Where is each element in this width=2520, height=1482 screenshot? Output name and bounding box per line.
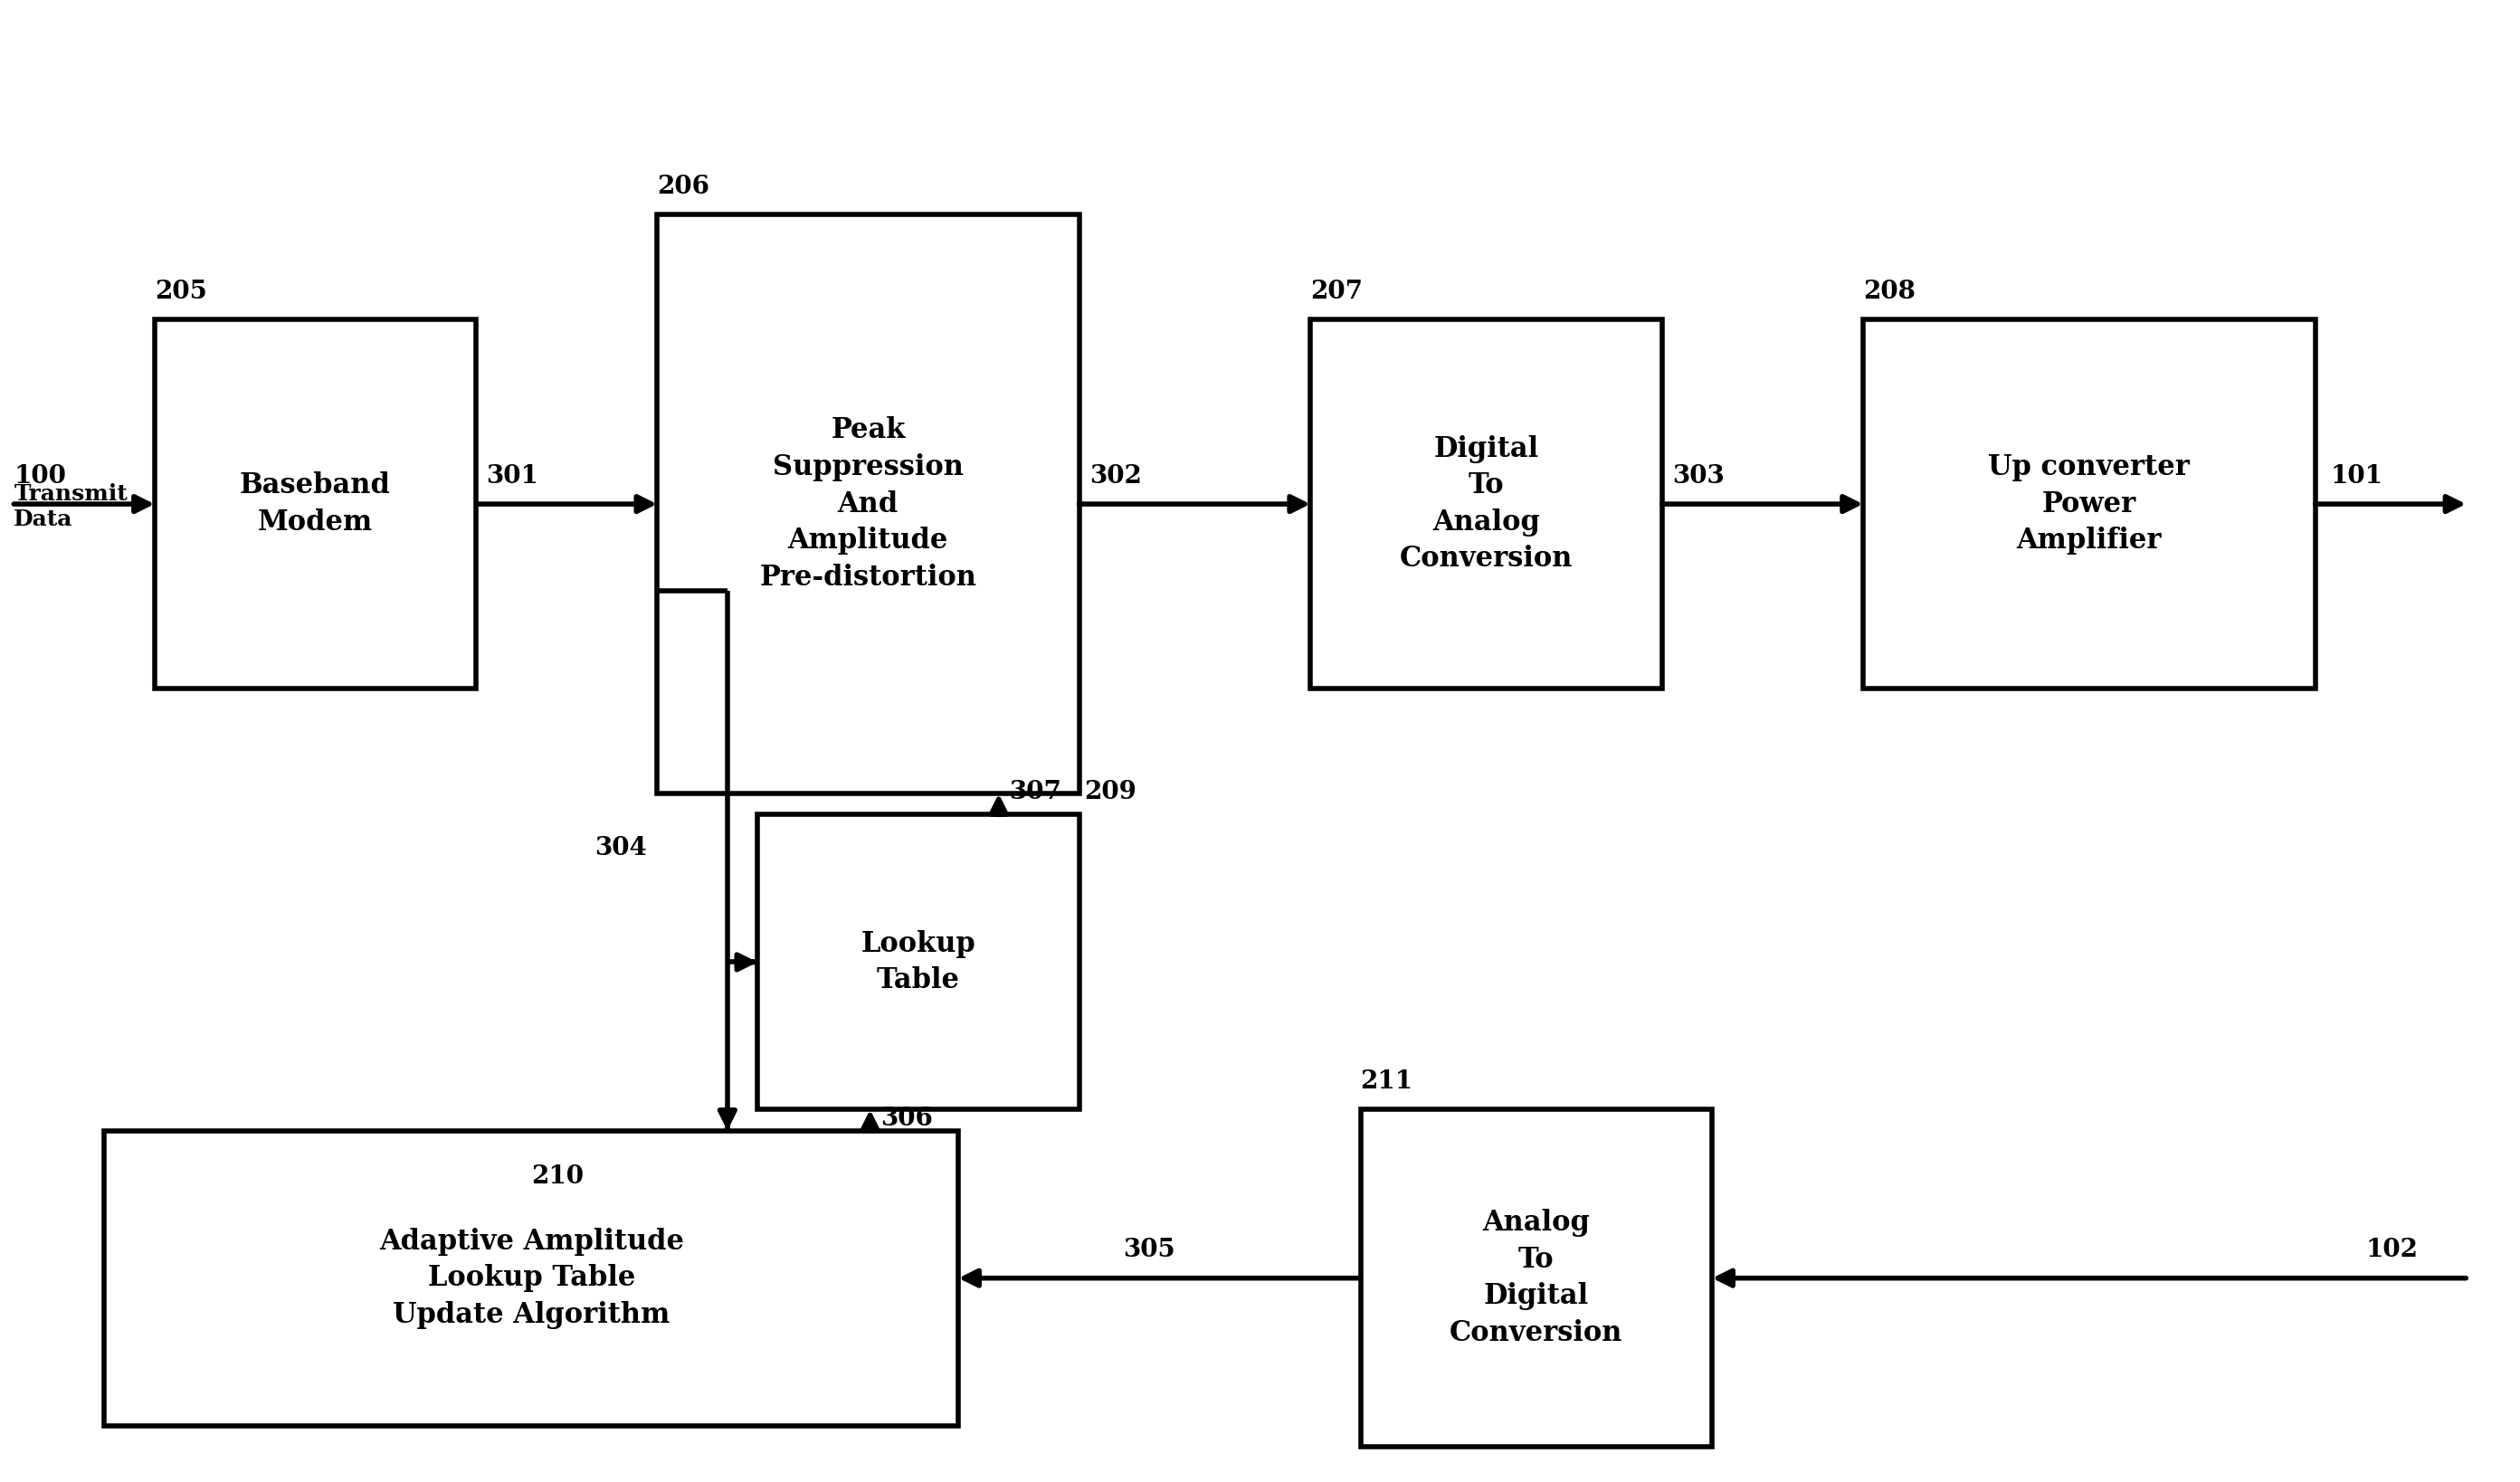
Text: Baseband
Modem: Baseband Modem — [239, 471, 391, 536]
Text: 303: 303 — [1673, 464, 1724, 488]
Bar — [1862, 320, 2316, 688]
Text: 306: 306 — [879, 1106, 932, 1131]
Text: Adaptive Amplitude
Lookup Table
Update Algorithm: Adaptive Amplitude Lookup Table Update A… — [378, 1227, 683, 1329]
Text: Analog
To
Digital
Conversion: Analog To Digital Conversion — [1449, 1209, 1623, 1347]
Text: Lookup
Table: Lookup Table — [862, 929, 975, 994]
Bar — [1361, 1110, 1711, 1446]
Text: 206: 206 — [658, 175, 711, 199]
Text: 302: 302 — [1089, 464, 1142, 488]
Bar — [658, 215, 1079, 794]
Text: Up converter
Power
Amplifier: Up converter Power Amplifier — [1988, 453, 2190, 554]
Bar — [103, 1131, 958, 1426]
Text: 209: 209 — [1084, 780, 1137, 805]
Bar — [759, 815, 1079, 1110]
Text: Peak
Suppression
And
Amplitude
Pre-distortion: Peak Suppression And Amplitude Pre-disto… — [759, 416, 978, 591]
Text: 211: 211 — [1361, 1070, 1414, 1094]
Text: Digital
To
Analog
Conversion: Digital To Analog Conversion — [1399, 434, 1572, 574]
Text: 305: 305 — [1124, 1237, 1174, 1263]
Text: 205: 205 — [154, 280, 207, 304]
Text: 102: 102 — [2366, 1237, 2419, 1263]
Text: 208: 208 — [1862, 280, 1915, 304]
Text: 304: 304 — [595, 836, 648, 861]
Text: 307: 307 — [1008, 780, 1061, 805]
Text: Transmit
Data: Transmit Data — [13, 483, 129, 531]
Text: 210: 210 — [532, 1165, 585, 1189]
Text: 100: 100 — [13, 464, 66, 488]
Text: 207: 207 — [1310, 280, 1363, 304]
Text: 101: 101 — [2331, 464, 2384, 488]
Text: 301: 301 — [486, 464, 539, 488]
Bar — [1310, 320, 1663, 688]
Bar — [154, 320, 476, 688]
